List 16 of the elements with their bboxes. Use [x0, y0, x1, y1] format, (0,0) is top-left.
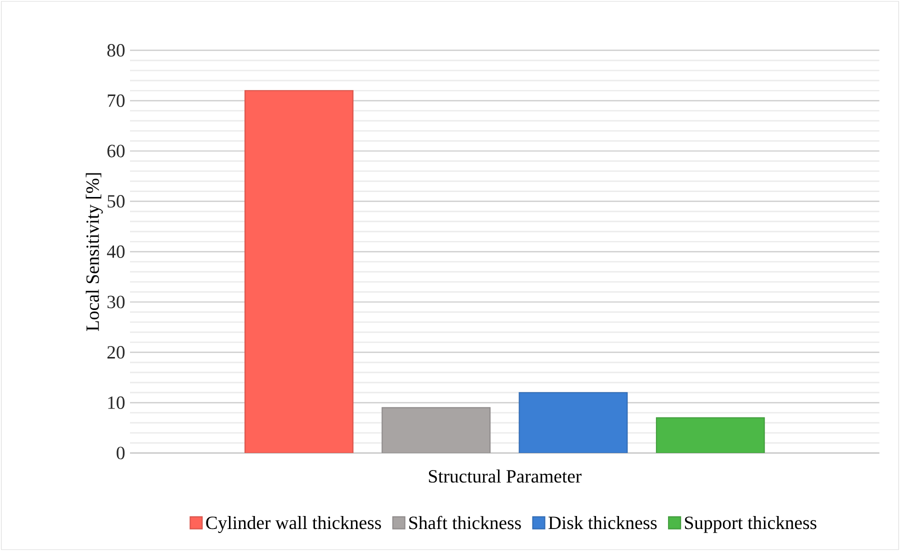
legend-label: Disk thickness	[548, 516, 657, 530]
y-tick-label: 10	[108, 396, 125, 409]
bar	[382, 407, 491, 453]
y-axis-title: Local Sensitivity [%]	[86, 173, 103, 331]
y-tick-label: 20	[107, 346, 125, 359]
y-tick-label: 80	[107, 44, 125, 57]
x-axis-title: Structural Parameter	[428, 470, 582, 483]
y-tick-label: 60	[107, 144, 125, 158]
legend-label: Shaft thickness	[409, 516, 521, 530]
legend-label: Support thickness	[685, 516, 816, 533]
y-tick-label: 70	[108, 94, 125, 107]
y-tick-label: 30	[108, 296, 125, 308]
y-tick-label: 0	[116, 446, 125, 460]
y-tick-label: 50	[108, 195, 125, 208]
y-tick-label: 40	[106, 245, 125, 258]
legend-label: Cylinder wall thickness	[206, 516, 381, 533]
